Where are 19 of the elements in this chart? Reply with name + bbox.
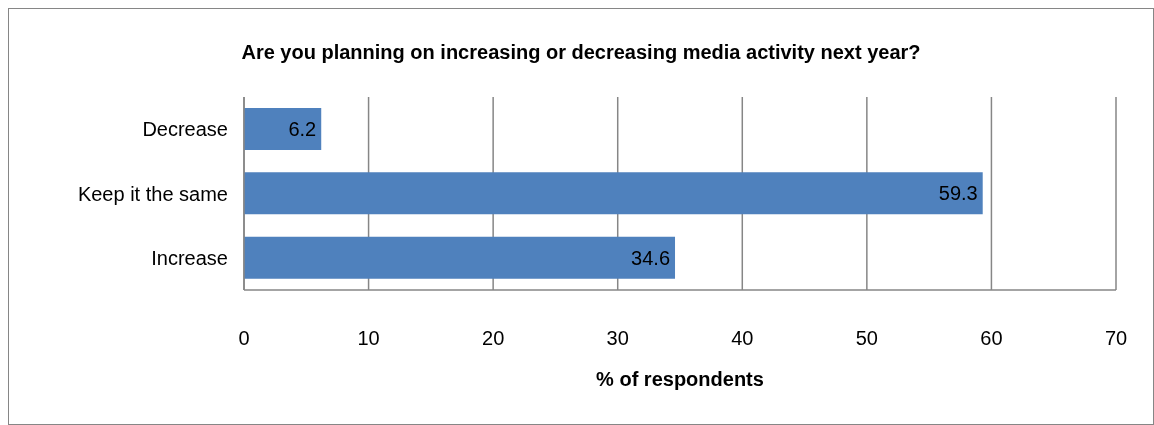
data-label: 34.6 bbox=[631, 246, 671, 269]
x-tick-label: 70 bbox=[1104, 327, 1128, 350]
x-tick-label: 20 bbox=[482, 327, 505, 350]
data-label: 6.2 bbox=[288, 118, 317, 141]
data-label: 59.3 bbox=[938, 182, 978, 205]
y-tick-label: Increase bbox=[151, 246, 228, 269]
x-tick-label: 50 bbox=[855, 327, 878, 350]
x-tick-label: 40 bbox=[731, 327, 754, 350]
x-tick-label: 60 bbox=[980, 327, 1003, 350]
chart-title: Are you planning on increasing or decreasing media activity next year? bbox=[240, 41, 922, 64]
x-axis-title: % of respondents bbox=[596, 368, 764, 390]
bar bbox=[244, 108, 322, 150]
bar bbox=[244, 172, 983, 215]
y-tick-label: Decrease bbox=[142, 118, 228, 141]
bar bbox=[244, 236, 676, 279]
x-tick-label: 30 bbox=[606, 327, 629, 350]
x-tick-label: 10 bbox=[357, 327, 380, 350]
y-tick-label: Keep it the same bbox=[77, 182, 228, 205]
x-tick-label: 0 bbox=[238, 327, 250, 350]
